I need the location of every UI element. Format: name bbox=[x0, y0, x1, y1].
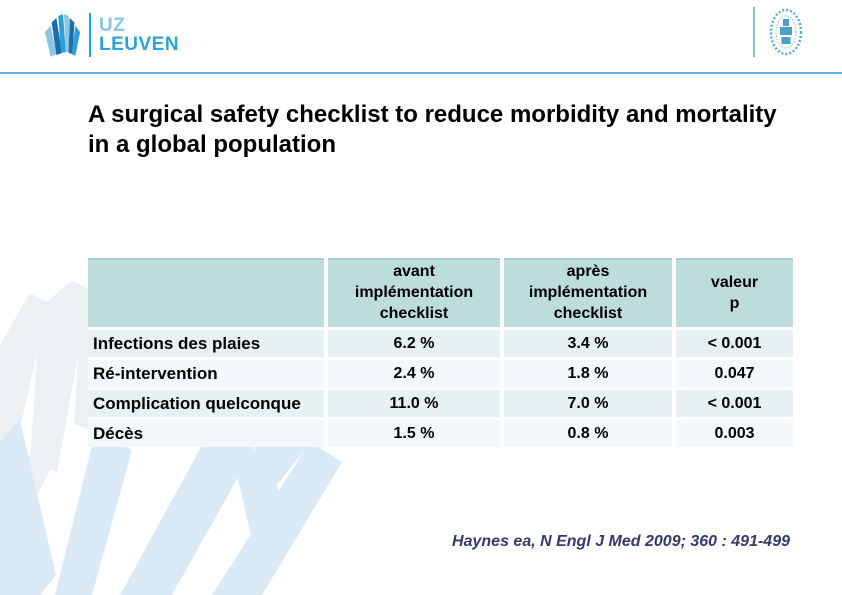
uz-leuven-logo: UZ LEUVEN bbox=[44, 10, 179, 60]
slide-header-banner: UZ LEUVEN bbox=[0, 0, 842, 74]
table-cell: 1.8 % bbox=[504, 360, 672, 387]
university-seal-icon bbox=[769, 8, 803, 56]
uz-leuven-wordmark: UZ LEUVEN bbox=[99, 14, 180, 55]
logo-divider-line bbox=[89, 13, 91, 57]
uz-wordmark-line2: LEUVEN bbox=[99, 34, 180, 55]
table-header-apres: après implémentation checklist bbox=[504, 258, 672, 327]
table-header-empty bbox=[88, 258, 324, 327]
table-cell: 1.5 % bbox=[328, 420, 500, 447]
table-cell: 11.0 % bbox=[328, 390, 500, 417]
table-row-label: Décès bbox=[88, 420, 324, 447]
table-cell: 7.0 % bbox=[504, 390, 672, 417]
table-cell: 0.047 bbox=[676, 360, 793, 387]
table-cell: < 0.001 bbox=[676, 390, 793, 417]
table-row-label: Ré-intervention bbox=[88, 360, 324, 387]
table-row-label: Infections des plaies bbox=[88, 330, 324, 357]
university-seal-logo bbox=[753, 7, 804, 57]
seal-divider-line bbox=[753, 7, 755, 57]
table-cell: 0.003 bbox=[676, 420, 793, 447]
uz-leuven-fan-icon bbox=[44, 14, 81, 57]
uz-wordmark-line1: UZ bbox=[99, 14, 126, 36]
table-row-label: Complication quelconque bbox=[88, 390, 324, 417]
table-cell: 3.4 % bbox=[504, 330, 672, 357]
table-cell: 0.8 % bbox=[504, 420, 672, 447]
page-title: A surgical safety checklist to reduce mo… bbox=[88, 101, 777, 158]
table-header-avant: avant implémentation checklist bbox=[328, 258, 500, 327]
banner-rule bbox=[0, 72, 842, 74]
table-header-valeur-p: valeur p bbox=[676, 258, 793, 327]
results-table: avant implémentation checklist après imp… bbox=[88, 258, 793, 447]
table-cell: 2.4 % bbox=[328, 360, 500, 387]
citation-reference: Haynes ea, N Engl J Med 2009; 360 : 491-… bbox=[452, 533, 790, 550]
table-cell: 6.2 % bbox=[328, 330, 500, 357]
table-cell: < 0.001 bbox=[676, 330, 793, 357]
